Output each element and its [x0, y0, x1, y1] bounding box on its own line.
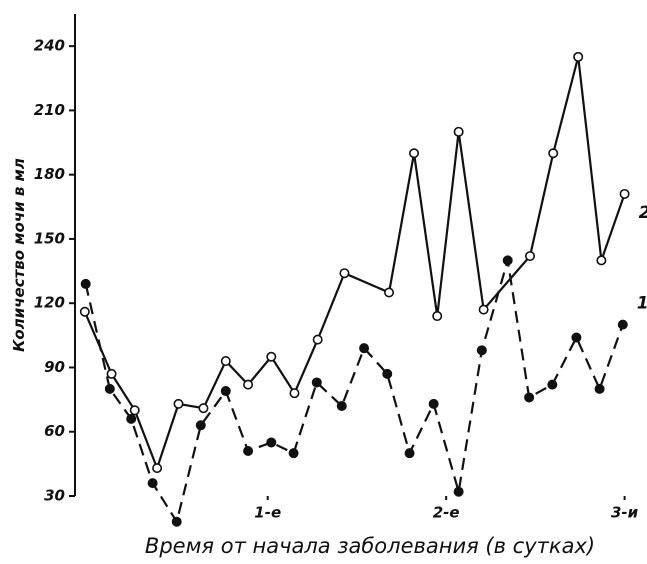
- data-point: [243, 379, 254, 390]
- data-point: [594, 383, 605, 394]
- data-point: [106, 368, 117, 379]
- y-tick-label: 90: [44, 358, 65, 376]
- series-line: [83, 56, 626, 472]
- x-tick-label: 2-е: [433, 504, 460, 522]
- data-point: [126, 413, 137, 424]
- data-point: [152, 463, 163, 474]
- data-point: [476, 345, 487, 356]
- data-point: [173, 398, 184, 409]
- y-axis-label: Количество мочи в мл: [10, 158, 28, 352]
- data-point: [571, 332, 582, 343]
- data-point: [171, 516, 182, 527]
- y-tick-label: 180: [34, 165, 65, 183]
- data-point: [409, 148, 420, 159]
- data-point: [548, 148, 559, 159]
- data-point: [502, 255, 513, 266]
- data-point: [453, 486, 464, 497]
- series-label: 1: [637, 294, 647, 314]
- y-tick-label: 210: [34, 101, 65, 119]
- x-tick-label: 1-е: [254, 504, 281, 522]
- series-line: [84, 260, 624, 525]
- data-point: [220, 356, 231, 367]
- data-point: [525, 251, 536, 262]
- data-point: [619, 188, 630, 199]
- data-point: [79, 306, 90, 317]
- data-point: [195, 420, 206, 431]
- data-point: [573, 51, 584, 62]
- data-point: [336, 401, 347, 412]
- data-point: [266, 437, 277, 448]
- y-tick-label: 240: [34, 37, 65, 55]
- x-axis-label: Время от начала заболевания (в сутках): [145, 534, 595, 558]
- x-tick-label: 3-и: [611, 504, 639, 522]
- data-point: [524, 392, 535, 403]
- y-tick-label: 30: [44, 487, 65, 505]
- y-tick-label: 60: [44, 422, 65, 440]
- data-point: [198, 403, 209, 414]
- data-point: [80, 278, 91, 289]
- data-point: [147, 478, 158, 489]
- data-point: [617, 319, 628, 330]
- data-point: [453, 126, 464, 137]
- data-point: [596, 255, 607, 266]
- y-tick-label: 150: [34, 229, 65, 247]
- data-point: [289, 388, 300, 399]
- y-tick-label: 120: [34, 294, 65, 312]
- series-label: 2: [639, 203, 647, 223]
- data-point: [432, 311, 443, 322]
- data-point: [311, 377, 322, 388]
- data-point: [384, 287, 395, 298]
- data-point: [428, 398, 439, 409]
- data-point: [339, 268, 350, 279]
- data-point: [243, 446, 254, 457]
- data-point: [312, 334, 323, 345]
- data-point: [266, 351, 277, 362]
- data-point: [404, 448, 415, 459]
- data-point: [547, 379, 558, 390]
- data-point: [129, 405, 140, 416]
- data-point: [220, 386, 231, 397]
- data-point: [359, 343, 370, 354]
- data-point: [478, 304, 489, 315]
- data-point: [104, 383, 115, 394]
- data-point: [382, 368, 393, 379]
- data-point: [288, 448, 299, 459]
